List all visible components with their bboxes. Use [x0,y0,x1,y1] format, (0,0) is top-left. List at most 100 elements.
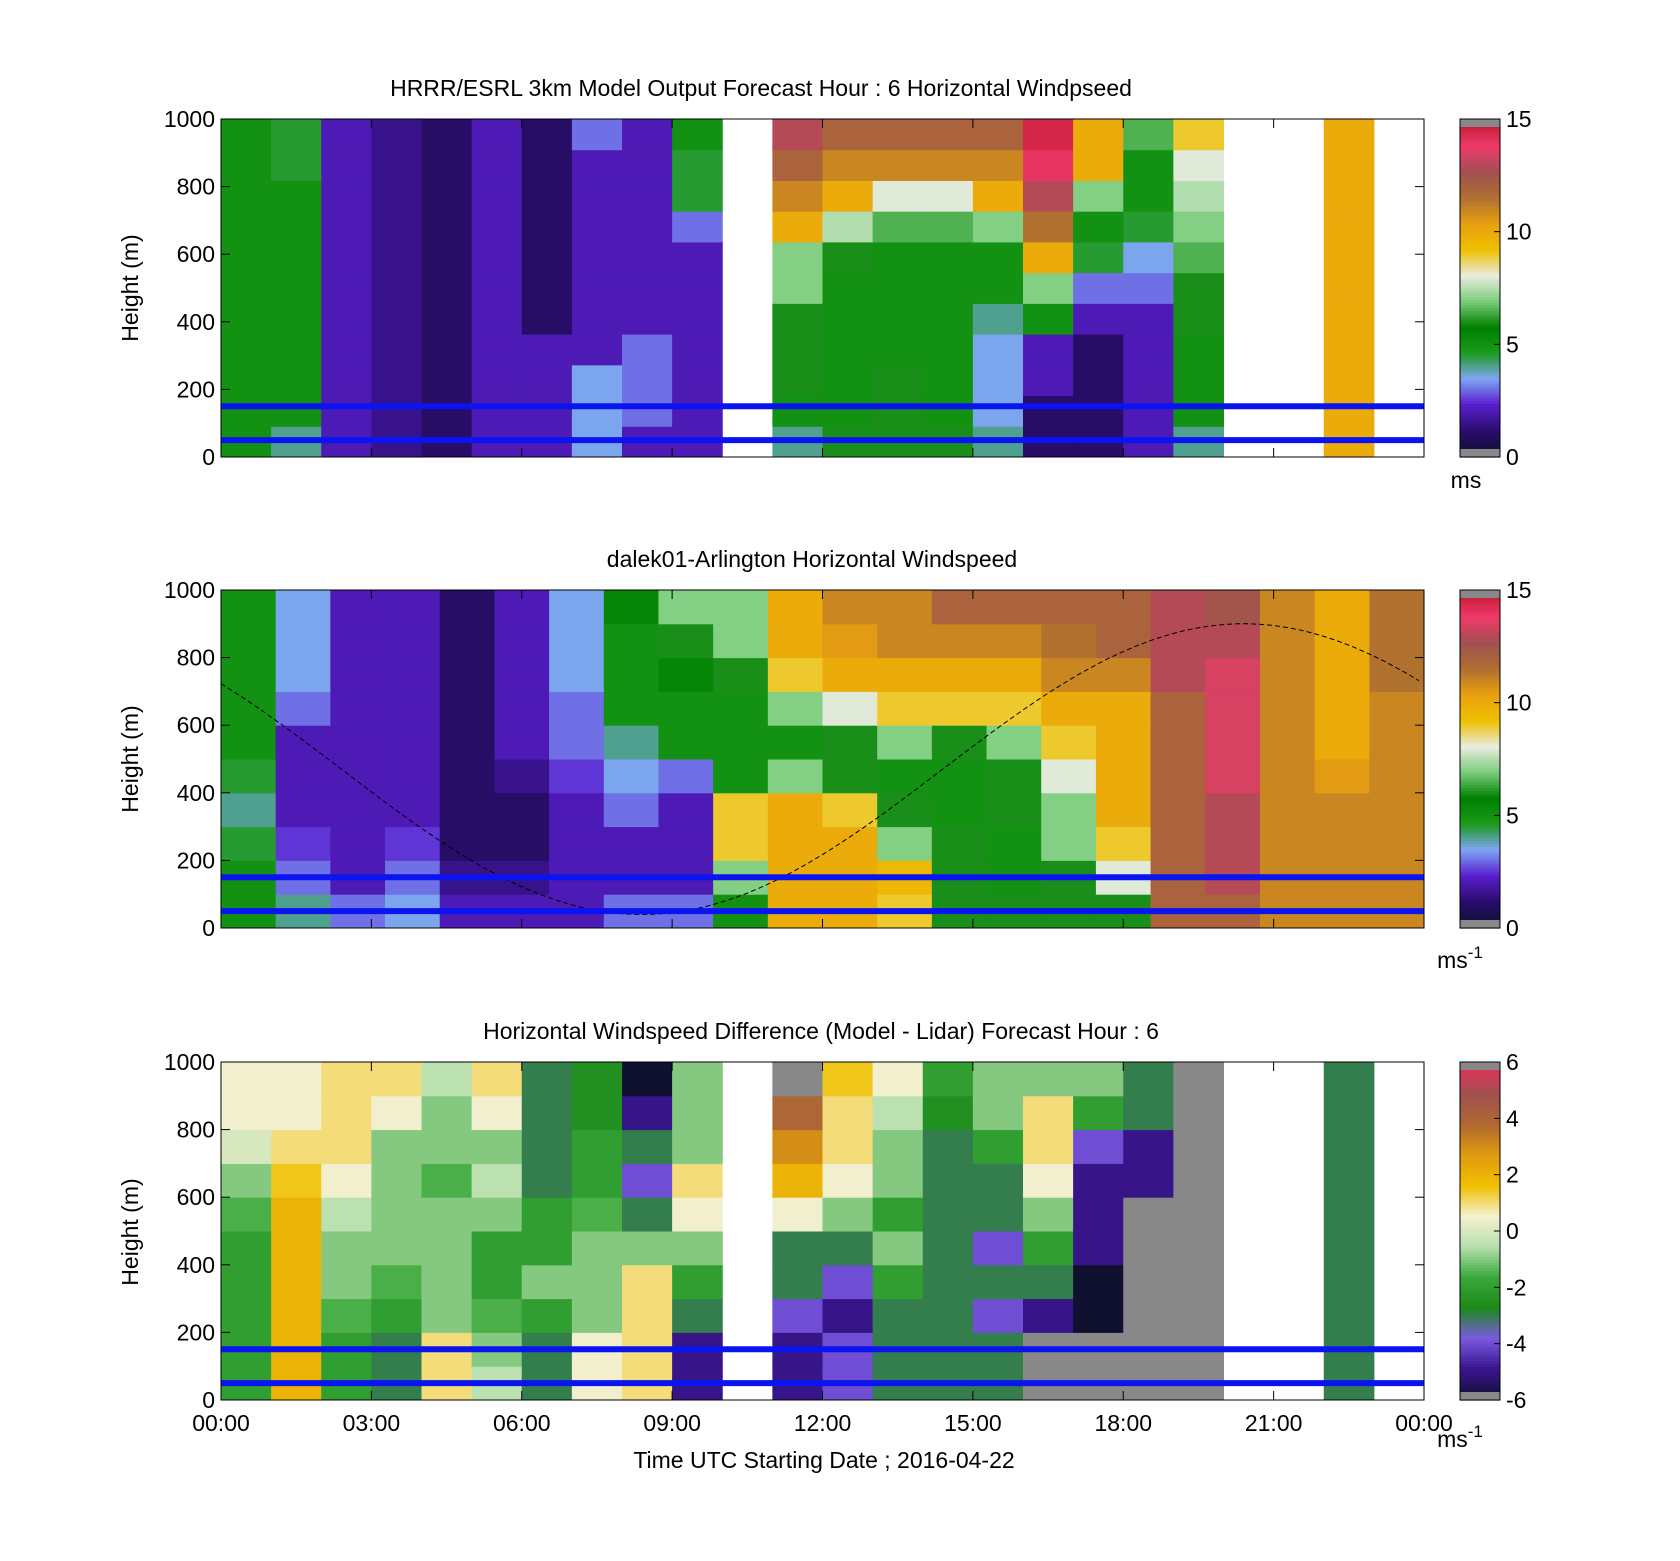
heatmap-cell [472,1299,523,1333]
panel-title: dalek01-Arlington Horizontal Windspeed [607,546,1017,572]
heatmap-cell [221,624,276,658]
heatmap-cell [873,1265,924,1299]
heatmap-cell [1073,396,1124,427]
heatmap-cell [923,119,974,150]
heatmap-cell [1315,725,1370,759]
heatmap-cell [494,658,549,692]
heatmap-cell [1073,365,1124,396]
heatmap-cell [522,334,573,365]
heatmap-cell [1041,590,1096,624]
heatmap-cell [604,590,659,624]
colorbar-tick-label: 0 [1506,915,1519,941]
heatmap-cell [1173,396,1224,427]
heatmap-cell [440,590,495,624]
heatmap-cell [823,759,878,793]
heatmap-cell [973,1130,1024,1164]
heatmap-cell [422,303,473,334]
heatmap-cell [877,725,932,759]
heatmap-cell [385,827,440,861]
heatmap-cell [823,365,874,396]
heatmap-cell [1023,1299,1074,1333]
heatmap-cell [321,1163,372,1197]
heatmap-cell [494,691,549,725]
heatmap-cell [713,725,768,759]
heatmap-cell [522,1096,573,1130]
heatmap-cell [1151,725,1206,759]
heatmap-cell [1173,1130,1224,1164]
heatmap-cell [276,590,331,624]
heatmap-cell [768,759,823,793]
y-tick-label: 600 [177,1184,215,1210]
heatmap-cell [1173,1265,1224,1299]
heatmap-cell [221,1163,272,1197]
panel-model: HRRR/ESRL 3km Model Output Forecast Hour… [117,75,1532,493]
heatmap-cell [823,691,878,725]
heatmap-cell [371,211,422,242]
heatmap-cell [672,334,723,365]
heatmap-cell [604,725,659,759]
heatmap-cell [221,303,272,334]
heatmap-cell [371,180,422,211]
heatmap-cell [221,396,272,427]
heatmap-cell [321,1265,372,1299]
heatmap-cell [823,273,874,304]
heatmap-cell [271,273,322,304]
heatmap-cell [973,180,1024,211]
heatmap-cell [221,1062,272,1096]
y-axis-label: Height (m) [117,234,143,341]
heatmap-cell [973,365,1024,396]
heatmap-cell [1073,334,1124,365]
heatmap-cell [873,1299,924,1333]
heatmap-cell [271,150,322,181]
heatmap-cell [472,303,523,334]
heatmap-cell [923,150,974,181]
heatmap-cell [1324,365,1375,396]
heatmap-cell [422,242,473,273]
heatmap-cell [622,150,673,181]
heatmap-cell [572,150,623,181]
heatmap-cell [330,691,385,725]
heatmap-cell [572,242,623,273]
heatmap-cell [987,691,1042,725]
heatmap-cell [1205,624,1260,658]
heatmap-cell [440,624,495,658]
heatmap-cell [1123,1096,1174,1130]
heatmap-cell [713,793,768,827]
heatmap-cell [1173,1197,1224,1231]
heatmap-cell [772,1062,823,1096]
heatmap-cell [672,1096,723,1130]
heatmap-cell [622,242,673,273]
heatmap-cell [1073,1163,1124,1197]
heatmap-cell [604,827,659,861]
heatmap-cell [973,242,1024,273]
heatmap-cell [823,793,878,827]
heatmap-cell [1123,396,1174,427]
heatmap-cell [371,334,422,365]
heatmap-cell [622,1231,673,1265]
heatmap-cell [658,827,713,861]
heatmap-cell [1173,1096,1224,1130]
heatmap-cell [1096,793,1151,827]
heatmap-cell [877,658,932,692]
heatmap-cell [1096,658,1151,692]
heatmap-cell [604,624,659,658]
heatmap-cell [371,119,422,150]
heatmap-cell [1023,334,1074,365]
heatmap-cell [221,759,276,793]
heatmap-cell [1324,1265,1375,1299]
heatmap-cell [271,396,322,427]
x-tick-label: 00:00 [192,1410,250,1436]
heatmap-cell [923,1231,974,1265]
heatmap-cell [604,658,659,692]
heatmap-cell [1369,691,1424,725]
colorbar-overflow [1460,590,1500,598]
heatmap-cell [1023,150,1074,181]
heatmap-cell [385,590,440,624]
heatmap-cell [271,1265,322,1299]
y-tick-label: 200 [177,1319,215,1345]
heatmap-cell [672,1231,723,1265]
heatmap-cell [572,303,623,334]
heatmap-cell [1324,1197,1375,1231]
heatmap-cell [221,725,276,759]
heatmap-cell [1173,1163,1224,1197]
